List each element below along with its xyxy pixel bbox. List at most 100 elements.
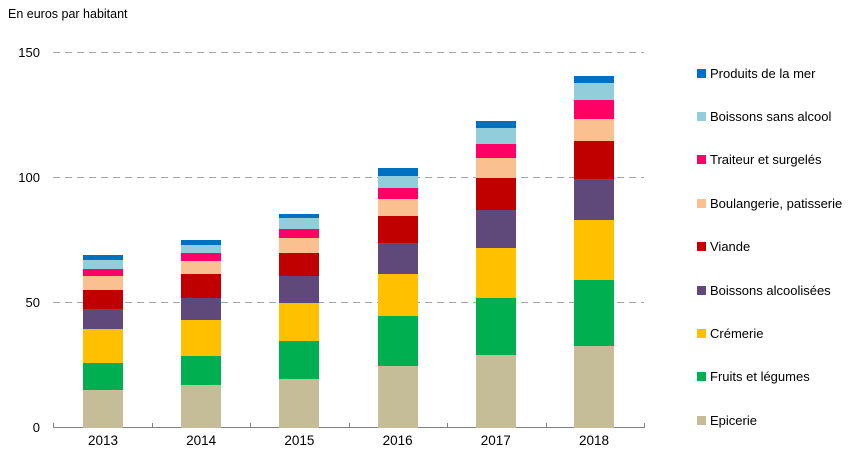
bar-segment <box>475 355 516 428</box>
legend-item: Produits de la mer <box>697 64 816 82</box>
bar-segment <box>279 252 320 277</box>
x-axis-category-label: 2016 <box>382 433 413 448</box>
bar-segment <box>279 213 320 218</box>
bar-segment <box>83 362 123 390</box>
y-axis-tick-label: 100 <box>18 169 40 185</box>
legend-marker-swatch <box>697 415 706 425</box>
x-axis-tick <box>151 422 153 428</box>
chart-title: En euros par habitant <box>8 7 128 21</box>
legend-label: Produits de la mer <box>710 65 816 81</box>
bar-segment <box>181 252 222 262</box>
bar-segment <box>574 118 614 142</box>
bar-segment <box>377 242 418 274</box>
bar-segment <box>475 121 516 128</box>
x-axis-category-label: 2018 <box>578 433 610 448</box>
bar-segment <box>83 255 123 260</box>
bar-segment <box>181 320 222 357</box>
bar-segment <box>83 390 123 428</box>
legend-marker-swatch <box>697 372 706 382</box>
bar-segment <box>574 178 614 220</box>
legend-item: Boissons alcoolisées <box>697 281 831 299</box>
bar-segment <box>377 273 418 317</box>
bar-segment <box>377 316 418 367</box>
x-axis-tick <box>447 422 448 428</box>
legend-item: Viande <box>697 238 750 256</box>
bar-segment <box>83 260 123 269</box>
legend-marker-swatch <box>697 111 706 121</box>
legend-label: Crémerie <box>710 325 764 341</box>
bar-segment <box>181 356 222 385</box>
bar-segment <box>279 276 320 303</box>
x-axis-category-label: 2017 <box>480 433 511 448</box>
x-axis-tick <box>545 422 547 428</box>
bar-segment <box>475 177 516 210</box>
bar-segment <box>279 228 320 238</box>
y-axis-tick-label: 150 <box>18 44 40 60</box>
legend-item: Traiteur et surgelés <box>697 151 822 169</box>
bar-segment <box>574 76 614 83</box>
legend-label: Epicerie <box>710 412 757 428</box>
x-axis-tick <box>53 422 54 428</box>
x-axis-line <box>53 427 644 428</box>
bar-segment <box>83 276 123 290</box>
bar-segment <box>83 268 123 277</box>
bar-segment <box>181 245 222 253</box>
bar-segment <box>181 240 222 245</box>
bar-segment <box>574 220 614 280</box>
bar-segment <box>279 217 320 229</box>
x-axis-tick <box>250 422 251 428</box>
bar-segment <box>475 247 516 298</box>
legend-marker-swatch <box>697 242 706 252</box>
bar-segment <box>574 100 614 119</box>
bar-segment <box>279 378 320 428</box>
legend-item: Fruits et légumes <box>697 368 810 386</box>
legend-label: Boulangerie, patisserie <box>710 195 843 211</box>
y-axis-tick-label: 50 <box>25 294 40 310</box>
bar-segment <box>574 280 614 347</box>
legend-marker-swatch <box>697 328 706 338</box>
bar-segment <box>83 290 123 309</box>
bar-segment <box>377 216 418 243</box>
legend-marker-swatch <box>697 155 706 165</box>
y-axis-tick-label: 0 <box>32 419 40 435</box>
gridline-100 <box>53 177 644 178</box>
bar-segment <box>83 308 123 329</box>
bar-segment <box>574 82 614 100</box>
bar-segment <box>279 237 320 253</box>
x-axis-category-label: 2015 <box>284 433 315 448</box>
bar-segment <box>377 176 418 188</box>
x-axis-category-label: 2013 <box>87 433 119 448</box>
legend-label: Boissons sans alcool <box>710 108 832 124</box>
legend-marker-swatch <box>697 68 706 78</box>
legend-marker-swatch <box>697 285 706 295</box>
gridline-50 <box>53 302 644 303</box>
legend-label: Boissons alcoolisées <box>710 282 831 298</box>
legend-item: Boissons sans alcool <box>697 107 831 125</box>
bar-segment <box>181 273 222 298</box>
bar-segment <box>181 385 222 428</box>
bar-segment <box>83 328 123 363</box>
bar-segment <box>377 198 418 217</box>
bar-segment <box>475 157 516 178</box>
bar-segment <box>377 187 418 199</box>
legend-item: Crémerie <box>697 324 763 342</box>
x-axis-tick <box>644 422 645 428</box>
bar-segment <box>279 341 320 379</box>
bar-segment <box>377 366 418 428</box>
legend-item: Boulangerie, patisserie <box>697 194 842 212</box>
bar-segment <box>574 141 614 179</box>
x-axis-category-label: 2014 <box>186 433 217 448</box>
bar-segment <box>475 210 516 248</box>
x-axis-tick <box>348 422 350 428</box>
legend-item: Epicerie <box>697 411 757 429</box>
legend-marker-swatch <box>697 198 706 208</box>
bar-segment <box>181 297 222 320</box>
bar-segment <box>475 297 516 355</box>
bar-segment <box>475 143 516 158</box>
bar-segment <box>377 167 418 177</box>
bar-segment <box>279 302 320 342</box>
legend-label: Traiteur et surgelés <box>710 152 822 168</box>
bar-segment <box>475 127 516 144</box>
gridline-150 <box>53 52 644 53</box>
